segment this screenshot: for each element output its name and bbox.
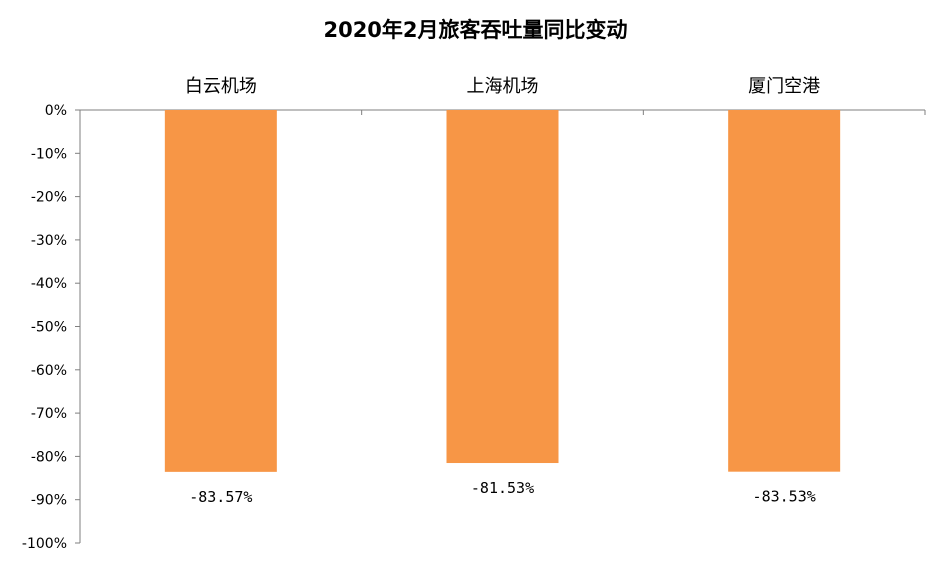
chart-title: 2020年2月旅客吞吐量同比变动 — [323, 18, 628, 42]
data-label: -83.53% — [753, 488, 816, 506]
bar — [728, 110, 841, 472]
data-label: -83.57% — [189, 488, 252, 506]
y-tick-label: -50% — [31, 320, 67, 336]
y-tick-label: -10% — [31, 146, 67, 162]
y-tick-label: -80% — [31, 449, 67, 465]
y-tick-label: 0% — [45, 103, 67, 119]
category-label: 白云机场 — [185, 76, 257, 97]
y-tick-label: -20% — [31, 190, 67, 206]
y-tick-label: -60% — [31, 363, 67, 379]
y-tick-label: -30% — [31, 233, 67, 249]
category-label: 厦门空港 — [748, 76, 820, 97]
category-label: 上海机场 — [467, 76, 539, 97]
y-tick-label: -40% — [31, 276, 67, 292]
y-tick-label: -100% — [22, 536, 67, 552]
y-tick-label: -70% — [31, 406, 67, 422]
y-tick-label: -90% — [31, 493, 67, 509]
data-label: -81.53% — [471, 479, 534, 497]
bar — [164, 110, 277, 472]
bar — [446, 110, 559, 464]
